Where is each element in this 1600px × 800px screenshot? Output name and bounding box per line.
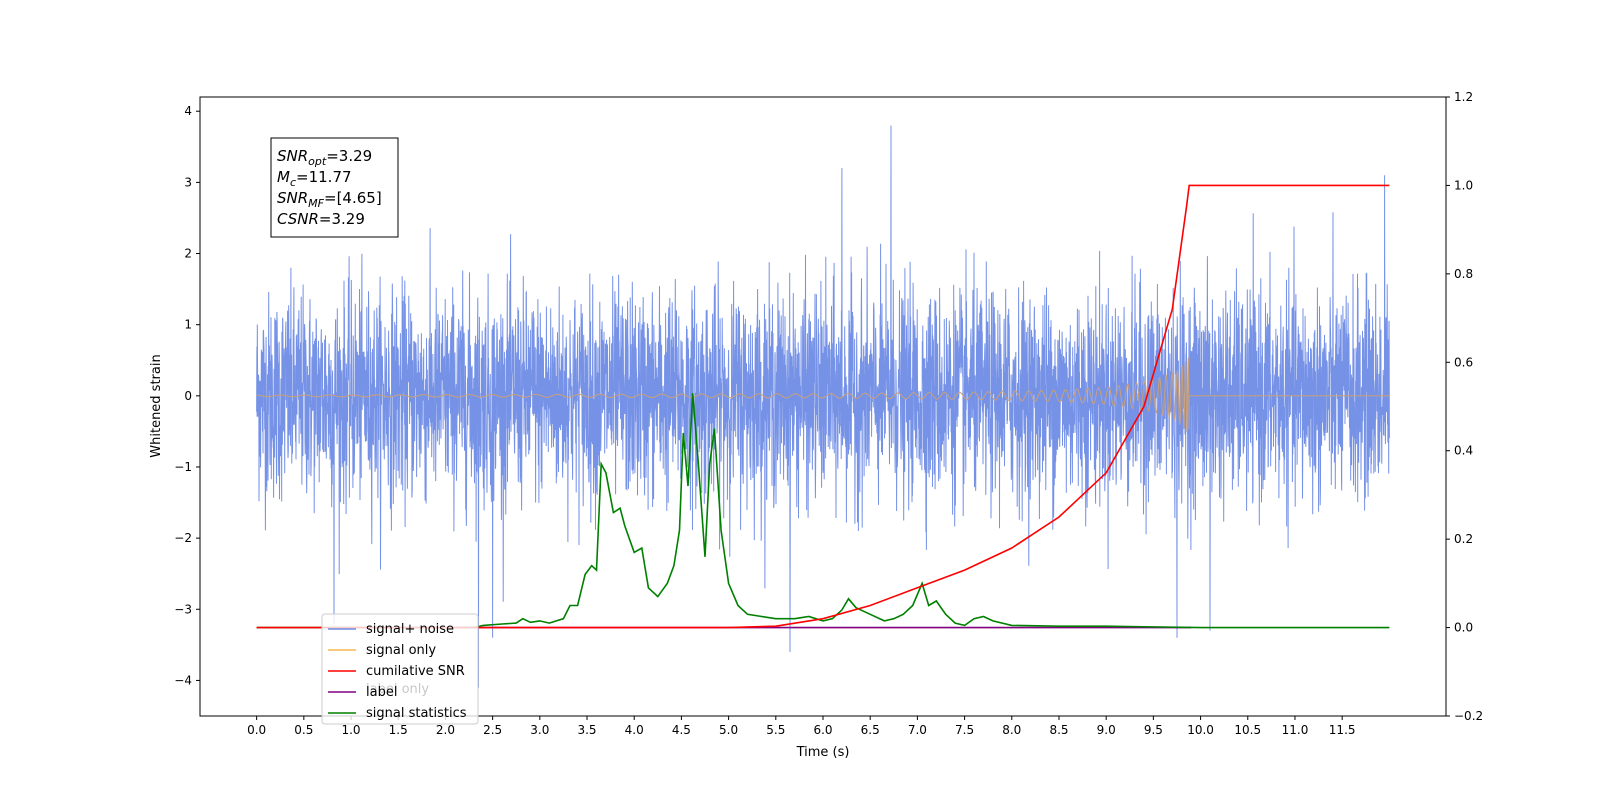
y-tick-label: 1 (184, 318, 192, 332)
x-tick-label: 2.0 (436, 723, 455, 737)
y-tick-label: −3 (174, 602, 192, 616)
x-tick-label: 5.5 (766, 723, 785, 737)
x-tick-label: 0.0 (247, 723, 266, 737)
series-signal-plus-noise (256, 125, 1390, 688)
y2-tick-label: −0.2 (1454, 709, 1483, 723)
x-tick-label: 9.0 (1097, 723, 1116, 737)
x-tick-label: 4.5 (672, 723, 691, 737)
info-textbox-line: SNRopt=3.29 (277, 147, 372, 168)
x-tick-label: 7.5 (955, 723, 974, 737)
info-textbox-frame (270, 137, 399, 238)
y2-tick-label: 0.0 (1454, 621, 1473, 635)
x-tick-label: 6.5 (861, 723, 880, 737)
y2-tick-label: 1.0 (1454, 178, 1473, 192)
legend-label: cumilative SNR (366, 664, 465, 679)
x-tick-label: 10.5 (1234, 723, 1261, 737)
x-tick-label: 9.5 (1144, 723, 1163, 737)
series-cumilative-snr (256, 184, 1390, 629)
x-tick-label: 1.0 (341, 723, 360, 737)
y-tick-label: 3 (184, 175, 192, 189)
x-tick-label: 1.5 (389, 723, 408, 737)
legend-label: label (366, 685, 397, 700)
x-tick-label: 11.0 (1282, 723, 1309, 737)
x-tick-label: 6.0 (813, 723, 832, 737)
y-tick-label: −4 (174, 673, 192, 687)
y-tick-label: 4 (184, 104, 192, 118)
x-tick-label: 5.0 (719, 723, 738, 737)
info-textbox-line: SNRMF=[4.65] (277, 189, 382, 210)
y-tick-label: 0 (184, 389, 192, 403)
legend-overlapped-text: label only (366, 682, 429, 697)
y2-tick-label: 0.2 (1454, 532, 1473, 546)
y-tick-label: −2 (174, 531, 192, 545)
x-tick-label: 4.0 (625, 723, 644, 737)
x-tick-label: 2.5 (483, 723, 502, 737)
y-axis-left: −4 −3 −2 −1 0 1 2 3 4 (174, 104, 200, 687)
plot-series (256, 125, 1390, 688)
x-axis-label: Time (s) (796, 745, 850, 760)
x-tick-label: 8.0 (1002, 723, 1021, 737)
legend-frame (321, 613, 479, 725)
x-tick-label: 10.0 (1187, 723, 1214, 737)
legend-label: signal+ noise (366, 622, 454, 637)
x-tick-label: 7.0 (908, 723, 927, 737)
y2-tick-label: 0.4 (1454, 444, 1473, 458)
x-tick-label: 11.5 (1329, 723, 1356, 737)
y2-tick-label: 0.8 (1454, 267, 1473, 281)
x-axis: 0.0 0.5 1.0 1.5 2.0 2.5 3.0 3.5 4.0 4.5 5.0 5.5 6.0 6… (247, 716, 1356, 737)
y-axis-right: −0.2 0.0 0.2 0.4 0.6 0.8 1.0 1.2 (1446, 90, 1483, 723)
y2-tick-label: 1.2 (1454, 90, 1473, 104)
x-tick-label: 8.5 (1049, 723, 1068, 737)
x-tick-label: 3.5 (577, 723, 596, 737)
info-textbox-line: CSNR=3.29 (277, 210, 365, 228)
series-signal-only (256, 357, 1390, 433)
y2-tick-label: 0.6 (1454, 355, 1473, 369)
legend-label: signal statistics (366, 706, 467, 721)
legend: label only signal+ noise signal only cumila… (321, 613, 479, 725)
legend-label: signal only (366, 643, 436, 658)
x-tick-label: 0.5 (294, 723, 313, 737)
series-signal-statistics (256, 393, 1390, 629)
info-textbox-line: Mc=11.77 (277, 168, 352, 189)
y-tick-label: −1 (174, 460, 192, 474)
y-axis-label: Whitened strain (149, 354, 164, 457)
x-tick-label: 3.0 (530, 723, 549, 737)
y-tick-label: 2 (184, 247, 192, 261)
